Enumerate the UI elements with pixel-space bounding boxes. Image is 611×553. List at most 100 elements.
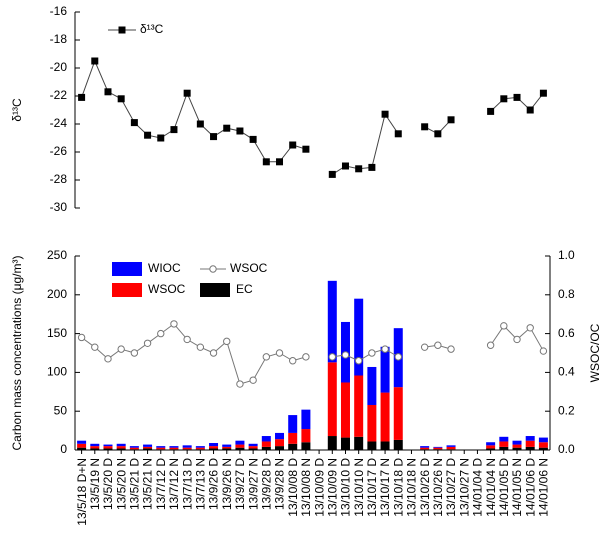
bar-segment <box>499 446 509 450</box>
bar-segment <box>538 442 548 448</box>
bar-segment <box>354 436 364 450</box>
marker <box>157 329 165 338</box>
marker <box>500 322 508 330</box>
x-tick-label: 13/9/27 D <box>233 458 247 510</box>
bar-segment <box>512 444 522 448</box>
bar-segment <box>393 387 403 440</box>
x-tick-label: 13/5/20 N <box>114 458 128 510</box>
x-tick-label: 13/10/09 N <box>325 458 339 517</box>
x-tick-label: 14/01/05 D <box>497 458 511 517</box>
y-tick-label: 150 <box>47 326 67 340</box>
marker <box>381 345 389 353</box>
marker <box>368 349 376 357</box>
y-tick-label: 0.2 <box>558 403 575 417</box>
marker <box>183 335 191 344</box>
x-tick-label: 13/9/27 N <box>246 458 260 510</box>
marker <box>486 341 495 349</box>
bar-segment <box>222 444 232 447</box>
bar-segment <box>195 447 205 450</box>
bar-segment <box>77 440 87 444</box>
marker <box>91 57 99 65</box>
marker <box>196 120 204 128</box>
marker <box>91 343 99 351</box>
bar-segment <box>486 445 496 449</box>
legend-marker <box>118 26 126 34</box>
legend-label: WSOC <box>148 282 186 296</box>
bar-segment <box>169 446 179 448</box>
bar-segment <box>446 445 456 447</box>
marker <box>420 343 429 351</box>
bar-segment <box>367 366 377 405</box>
bar-segment <box>182 447 192 450</box>
y-tick-label: 0.6 <box>558 326 575 340</box>
x-tick-label: 13/10/17 N <box>378 458 392 517</box>
marker <box>328 353 336 361</box>
bar-segment <box>275 432 285 440</box>
marker <box>447 116 455 124</box>
x-tick-label: 13/10/26 N <box>431 458 445 517</box>
bar-segment <box>354 298 364 376</box>
marker <box>144 131 152 139</box>
marker <box>513 93 521 101</box>
marker <box>447 345 455 353</box>
ratio-line <box>81 323 544 385</box>
x-tick-label: 13/10/17 D <box>365 458 379 517</box>
legend-swatch <box>112 262 142 276</box>
x-tick-label: 13/5/19 N <box>88 458 102 510</box>
bar-segment <box>129 447 139 450</box>
y-tick-label: -24 <box>50 116 68 130</box>
x-tick-label: 14/01/04 D <box>471 458 485 517</box>
bar-segment <box>420 446 430 448</box>
x-tick-label: 13/5/18 D+N <box>75 458 89 526</box>
marker <box>394 130 402 138</box>
legend-label: WSOC <box>230 261 268 275</box>
bar-segment <box>261 436 271 442</box>
bar-segment <box>525 440 535 447</box>
bar-segment <box>538 447 548 450</box>
x-tick-label: 13/7/13 D <box>180 458 194 510</box>
bar-segment <box>248 446 258 449</box>
bar-segment <box>195 446 205 448</box>
bar-segment <box>143 446 153 449</box>
bar-segment <box>327 362 337 437</box>
bar-segment <box>90 446 100 449</box>
bar-segment <box>380 441 390 450</box>
marker <box>368 163 376 171</box>
bar-segment <box>367 441 377 450</box>
bar-segment <box>340 437 350 450</box>
legend-swatch <box>112 283 142 297</box>
marker <box>276 158 284 166</box>
bar-segment <box>261 441 271 447</box>
marker <box>157 134 165 142</box>
bar-segment <box>116 443 126 447</box>
bar-segment <box>420 447 430 450</box>
x-tick-label: 13/10/10 N <box>352 458 366 517</box>
x-tick-label: 13/10/26 D <box>418 458 432 517</box>
marker <box>262 353 271 361</box>
marker <box>539 89 547 97</box>
legend-marker <box>209 265 217 273</box>
bar-segment <box>499 441 509 447</box>
bar-segment <box>182 445 192 448</box>
y-tick-label: 250 <box>47 248 67 262</box>
bar-segment <box>420 449 430 450</box>
x-tick-label: 14/01/05 N <box>510 458 524 517</box>
bar-segment <box>525 436 535 441</box>
bar-segment <box>169 449 179 450</box>
x-tick-label: 14/01/06 N <box>537 458 551 517</box>
bar-segment <box>288 443 298 450</box>
bar-segment <box>235 444 245 448</box>
legend-label: EC <box>236 282 253 296</box>
x-tick-label: 13/10/08 D <box>286 458 300 517</box>
bar-segment <box>433 449 443 450</box>
bar-segment <box>275 439 285 447</box>
y-tick-label: -22 <box>50 88 68 102</box>
data-line <box>81 59 544 175</box>
x-tick-label: 13/9/26 D <box>207 458 221 510</box>
bar-segment <box>486 448 496 450</box>
x-tick-label: 13/7/12 D <box>154 458 168 510</box>
marker <box>421 123 429 131</box>
marker <box>170 126 178 134</box>
y-tick-label: 0 <box>60 442 67 456</box>
bar-segment <box>354 375 364 437</box>
